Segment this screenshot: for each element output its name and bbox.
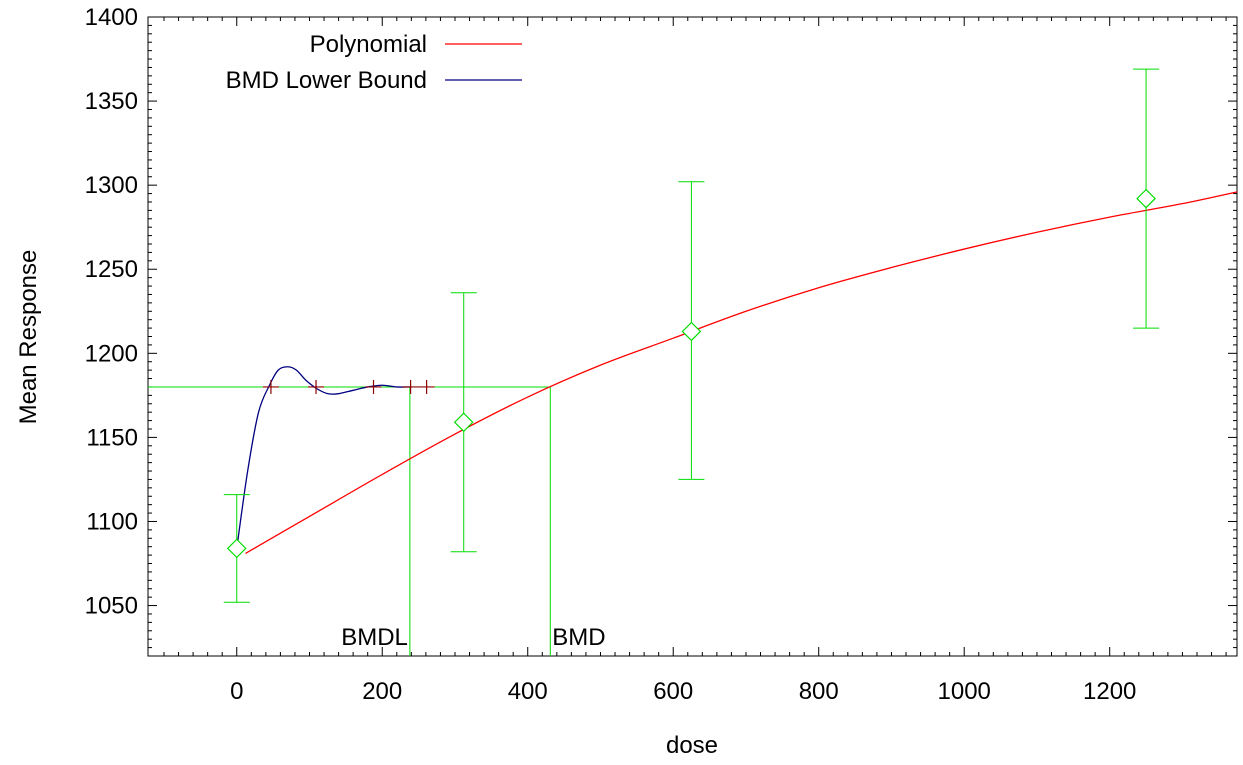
legend-entry: BMD Lower Bound: [226, 67, 522, 94]
legend-entry: Polynomial: [310, 31, 522, 58]
bmdl-marker: [365, 379, 382, 394]
x-tick-label: 600: [653, 678, 693, 705]
x-tick-label: 800: [799, 678, 839, 705]
observation-point: [223, 494, 250, 603]
bmdl-marker: [308, 379, 325, 394]
bmdl-label: BMDL: [341, 624, 408, 651]
bmdl-marker: [418, 379, 435, 394]
observation-point: [1133, 68, 1160, 329]
observations: [223, 68, 1160, 603]
y-tick-label: 1350: [85, 88, 138, 115]
x-axis-label: dose: [666, 732, 718, 759]
y-tick-label: 1100: [86, 508, 138, 535]
axis-ticks: [148, 16, 1237, 656]
x-tick-label: 1000: [938, 678, 991, 705]
x-tick-label: 1200: [1083, 678, 1136, 705]
y-tick-label: 1200: [85, 340, 138, 367]
x-tick-label: 400: [508, 678, 548, 705]
x-tick-label: 200: [362, 678, 402, 705]
legend: Polynomial BMD Lower Bound: [226, 31, 522, 94]
legend-label: Polynomial: [310, 31, 427, 58]
bmd-lower-bound-curve: [236, 366, 412, 549]
polynomial-curve: [245, 191, 1238, 554]
axis-tick-labels: 0 200 400 600 800 1000 1200 1050 1100 1150 1200 125…: [85, 4, 1137, 705]
y-tick-label: 1250: [85, 256, 138, 283]
observation-point: [678, 181, 705, 480]
y-tick-label: 1300: [85, 172, 138, 199]
reference-lines: BMDL BMD: [148, 386, 606, 656]
model-curves: [236, 191, 1238, 554]
legend-label: BMD Lower Bound: [226, 67, 427, 94]
y-axis-label: Mean Response: [15, 250, 42, 425]
bmdl-marker: [262, 379, 279, 394]
bmdl-marker: [402, 379, 419, 394]
mean-marker: [226, 538, 247, 559]
mean-marker: [681, 321, 702, 342]
y-tick-label: 1150: [86, 424, 138, 451]
x-tick-label: 0: [230, 678, 243, 705]
mean-marker: [453, 412, 474, 433]
bmd-label: BMD: [552, 624, 605, 651]
observation-point: [450, 292, 477, 553]
y-tick-label: 1050: [85, 593, 138, 620]
y-tick-label: 1400: [85, 4, 138, 31]
mean-marker: [1136, 188, 1156, 209]
